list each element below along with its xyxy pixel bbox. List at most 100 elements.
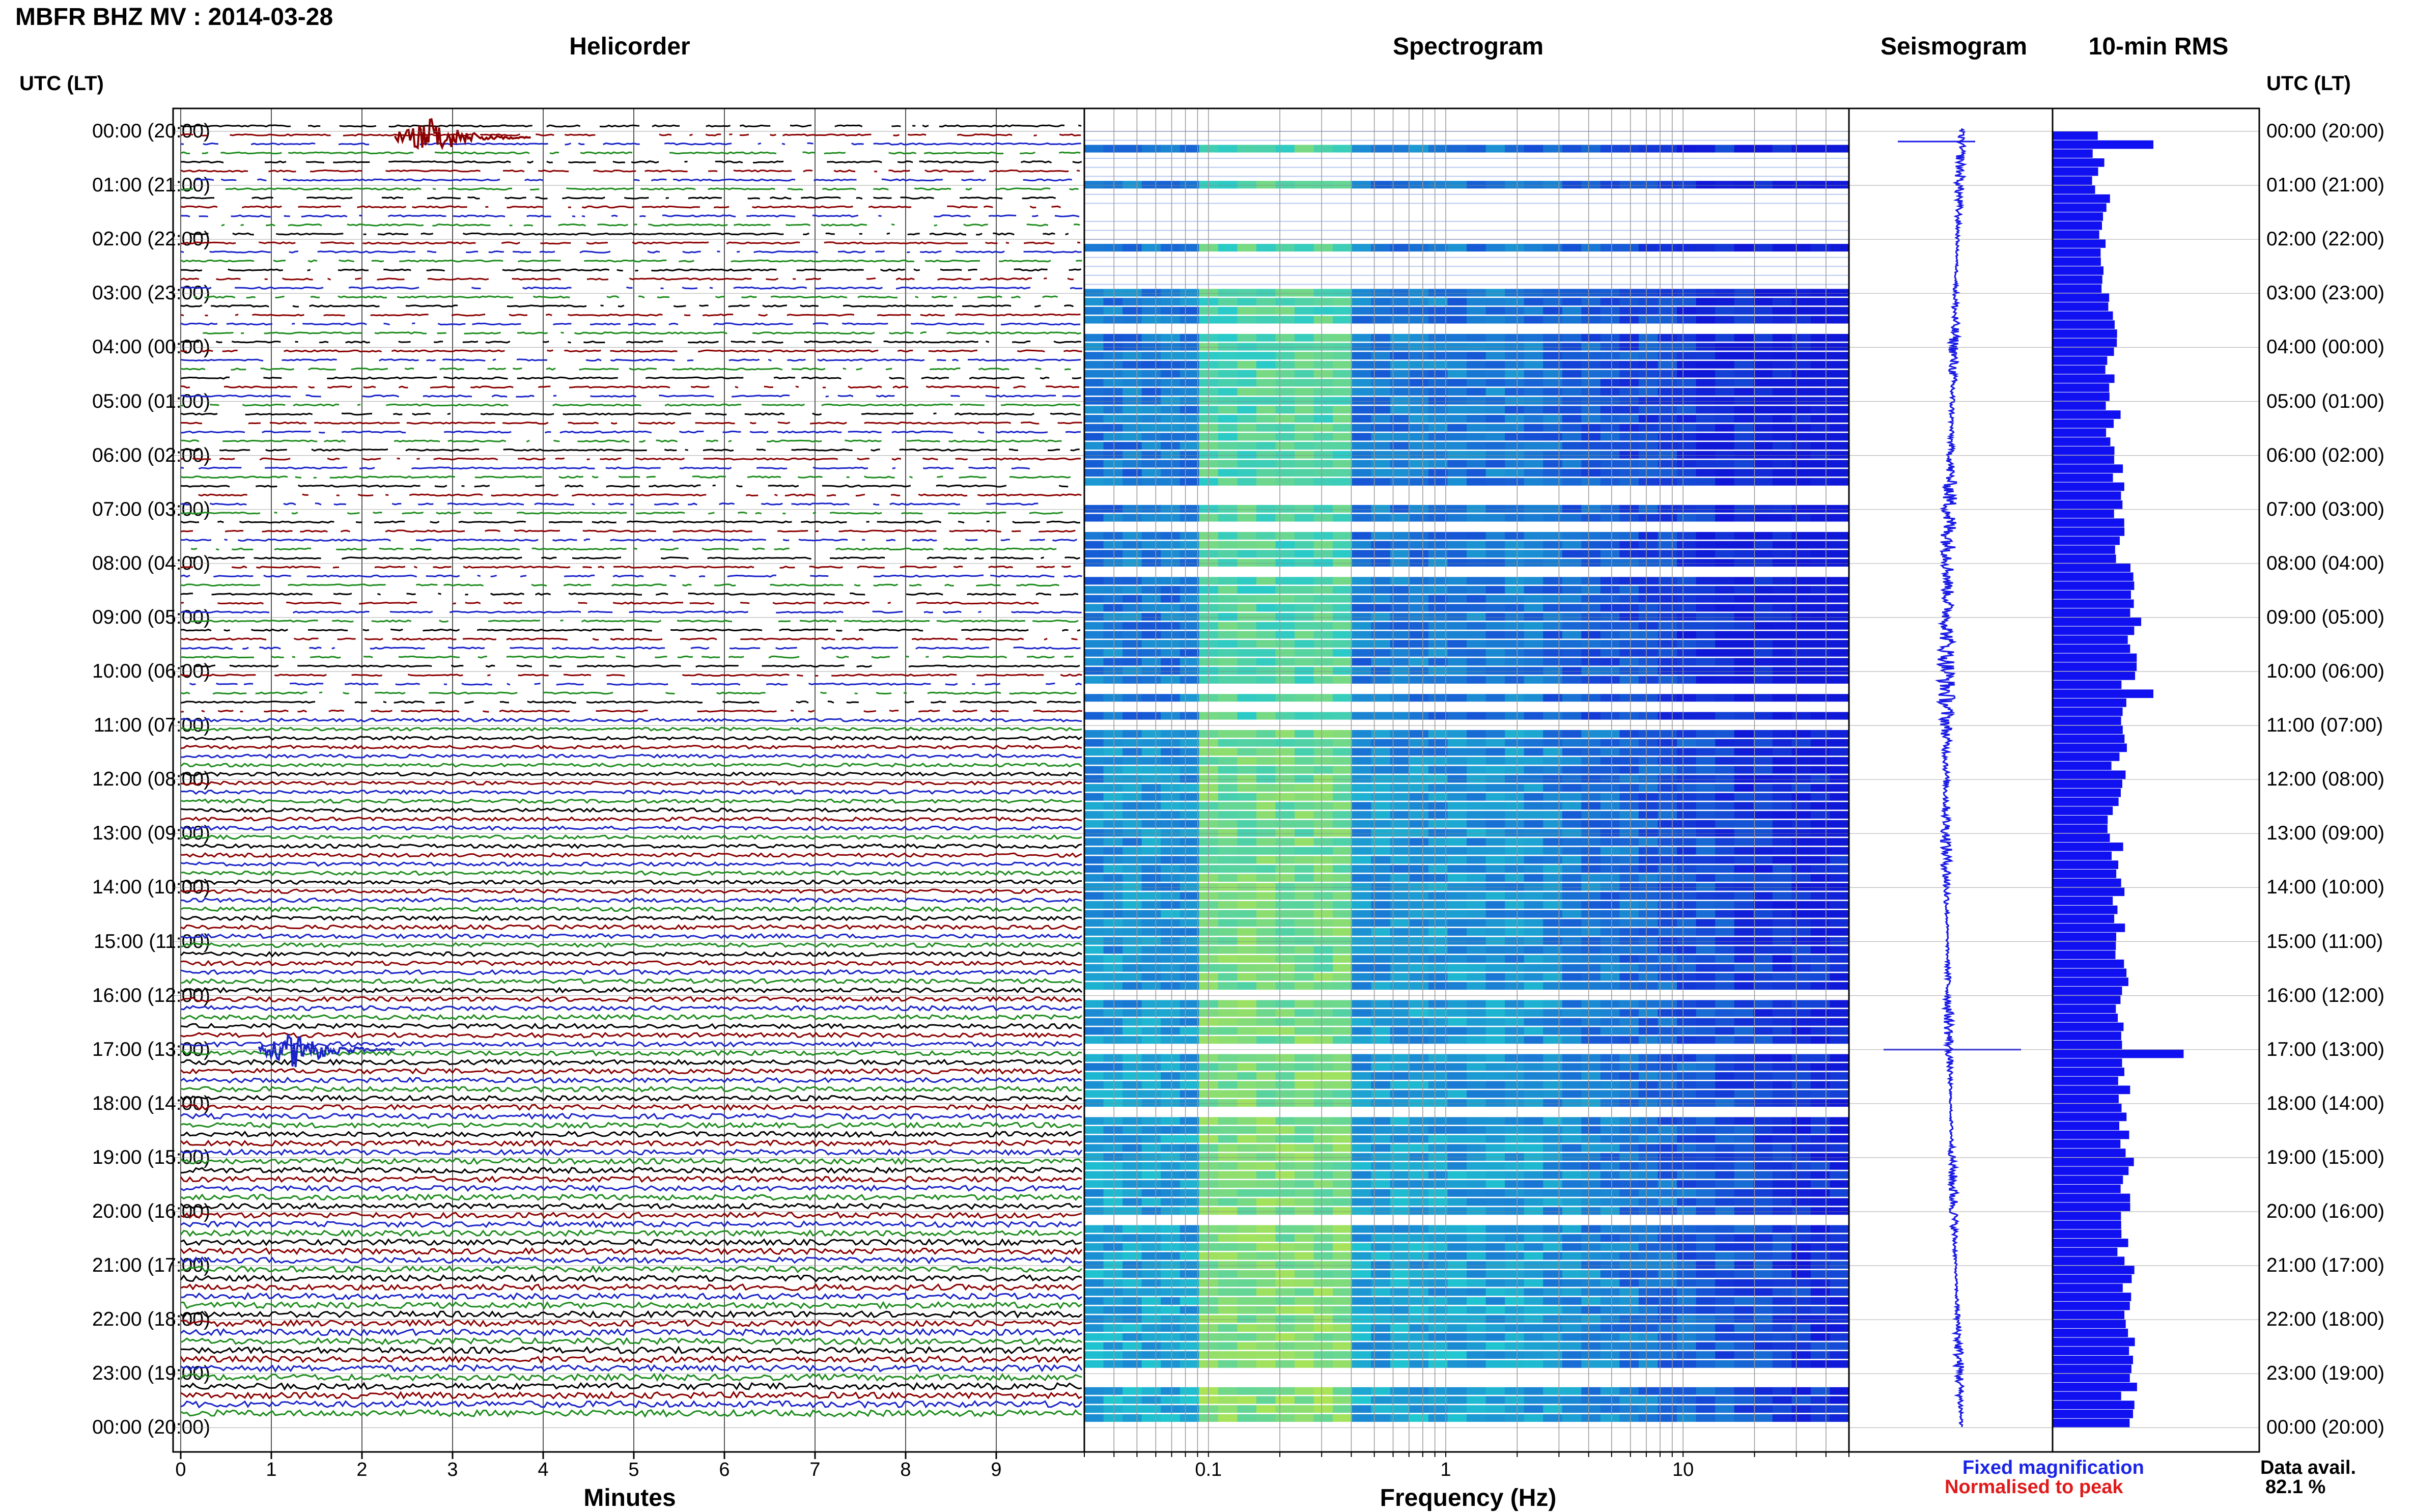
spectrogram-cell — [1734, 469, 1754, 477]
spectrogram-cell — [1084, 1027, 1104, 1034]
spectrogram-cell — [1581, 442, 1601, 450]
spectrogram-cell — [1619, 307, 1639, 315]
spectrogram-cell — [1753, 676, 1773, 684]
spectrogram-cell — [1639, 343, 1658, 351]
spectrogram-cell — [1505, 892, 1524, 900]
spectrogram-cell — [1581, 730, 1601, 738]
spectrogram-cell — [1811, 595, 1830, 603]
spectrogram-cell — [1237, 928, 1256, 936]
spectrogram-cell — [1486, 505, 1505, 513]
spectrogram-cell — [1581, 1405, 1601, 1413]
spectrogram-cell — [1276, 1234, 1295, 1242]
spectrogram-cell — [1428, 1234, 1448, 1242]
spectrogram-cell — [1581, 1126, 1601, 1134]
spectrogram-cell — [1467, 856, 1486, 864]
spectrogram-cell — [1447, 307, 1467, 315]
spectrogram-cell — [1658, 1018, 1677, 1026]
spectrogram-cell — [1467, 1009, 1486, 1017]
spectrogram-cell — [1773, 370, 1792, 378]
rms-bar — [2053, 843, 2123, 851]
spectrogram-cell — [1256, 244, 1276, 251]
spectrogram-cell — [1467, 1279, 1486, 1287]
spectrogram-cell — [1447, 379, 1467, 386]
spectrogram-cell — [1295, 694, 1314, 702]
spectrogram-cell — [1161, 766, 1180, 774]
spectrogram-cell — [1161, 550, 1180, 557]
spectrogram-cell — [1601, 631, 1620, 638]
spectrogram-cell — [1658, 946, 1677, 954]
spectrogram-cell — [1677, 1171, 1696, 1179]
spectrogram-cell — [1352, 901, 1371, 909]
spectrogram-cell — [1773, 1072, 1792, 1080]
spectrogram-cell — [1142, 1405, 1161, 1413]
spectrogram-cell — [1333, 1144, 1352, 1152]
spectrogram-cell — [1276, 1387, 1295, 1395]
spectrogram-cell — [1314, 388, 1333, 396]
spectrogram-cell — [1486, 892, 1505, 900]
spectrogram-cell — [1715, 532, 1734, 540]
spectrogram-cell — [1486, 1054, 1505, 1062]
spectrogram-cell — [1428, 766, 1448, 774]
helicorder-trace — [181, 278, 1074, 280]
spectrogram-cell — [1543, 307, 1562, 315]
spectrogram-cell — [1218, 1171, 1238, 1179]
spectrogram-cell — [1619, 1387, 1639, 1395]
spectrogram-cell — [1180, 343, 1199, 351]
spectrogram-cell — [1352, 964, 1371, 972]
spectrogram-cell — [1562, 1063, 1582, 1071]
spectrogram-cell — [1467, 730, 1486, 738]
spectrogram-cell — [1830, 1153, 1849, 1161]
spectrogram-cell — [1161, 739, 1180, 747]
spectrogram-cell — [1773, 1153, 1792, 1161]
spectrogram-cell — [1773, 649, 1792, 657]
spectrogram-cell — [1715, 1315, 1734, 1323]
spectrogram-cell — [1658, 397, 1677, 405]
spectrogram-cell — [1486, 730, 1505, 738]
spectrogram-cell — [1333, 946, 1352, 954]
spectrogram-cell — [1601, 586, 1620, 594]
spectrogram-cell — [1352, 838, 1371, 846]
spectrogram-cell — [1524, 406, 1544, 413]
spectrogram-cell — [1791, 379, 1811, 386]
spectrogram-cell — [1734, 955, 1754, 963]
spectrogram-cell — [1123, 1234, 1142, 1242]
spectrogram-cell — [1601, 784, 1620, 792]
spectrogram-cell — [1409, 181, 1428, 188]
spectrogram-cell — [1333, 1297, 1352, 1305]
spectrogram-cell — [1543, 775, 1562, 782]
spectrogram-cell — [1639, 1063, 1658, 1071]
spectrogram-cell — [1256, 1297, 1276, 1305]
spectrogram-cell — [1237, 874, 1256, 882]
spectrogram-cell — [1543, 298, 1562, 305]
spectrogram-cell — [1161, 928, 1180, 936]
spectrogram-cell — [1753, 1306, 1773, 1314]
spectrogram-cell — [1142, 838, 1161, 846]
spectrogram-cell — [1639, 478, 1658, 486]
spectrogram-cell — [1753, 307, 1773, 315]
spectrogram-cell — [1791, 622, 1811, 630]
spectrogram-cell — [1142, 874, 1161, 882]
spectrogram-cell — [1256, 739, 1276, 747]
rms-bar — [2053, 293, 2109, 302]
spectrogram-cell — [1256, 1072, 1276, 1080]
spectrogram-cell — [1123, 883, 1142, 891]
spectrogram-cell — [1658, 1198, 1677, 1206]
spectrogram-cell — [1734, 1315, 1754, 1323]
spectrogram-cell — [1237, 658, 1256, 665]
spectrogram-cell — [1696, 595, 1716, 603]
spectrogram-cell — [1084, 1000, 1104, 1007]
spectrogram-cell — [1830, 1297, 1849, 1305]
spectrogram-cell — [1104, 946, 1123, 954]
spectrogram-cell — [1237, 1180, 1256, 1188]
spectrogram-cell — [1467, 604, 1486, 611]
spectrogram-cell — [1180, 1162, 1199, 1170]
spectrogram-cell — [1715, 1243, 1734, 1251]
spectrogram-cell — [1753, 460, 1773, 467]
spectrogram-cell — [1314, 946, 1333, 954]
spectrogram-cell — [1677, 586, 1696, 594]
spectrogram-cell — [1409, 424, 1428, 432]
spectrogram-cell — [1314, 1027, 1333, 1034]
helicorder-trace — [181, 835, 1082, 839]
spectrogram-cell — [1352, 298, 1371, 305]
spectrogram-cell — [1486, 1099, 1505, 1107]
